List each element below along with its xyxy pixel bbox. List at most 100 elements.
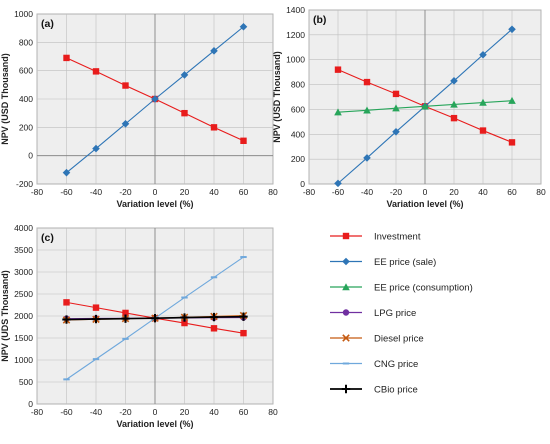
x-tick-label: 60	[239, 187, 249, 197]
data-point	[63, 378, 70, 381]
x-tick-label: 0	[153, 407, 158, 417]
x-tick-label: -20	[119, 407, 132, 417]
data-point	[63, 54, 70, 62]
x-tick-label: -60	[332, 187, 345, 197]
panel-label: (c)	[41, 232, 54, 244]
x-tick-label: -60	[60, 187, 73, 197]
data-point	[210, 124, 218, 131]
series-ee_consumption	[334, 96, 516, 116]
x-tick-label: 80	[268, 187, 278, 197]
data-point	[62, 168, 71, 177]
data-point	[121, 314, 130, 323]
panel-label: (a)	[41, 18, 54, 30]
y-tick-label: 600	[19, 66, 33, 76]
legend-item-ee_consumption: EE price (consumption)	[330, 283, 473, 294]
data-point	[92, 358, 100, 361]
chart-panel-b: -80 -60 -40 -20 0 20 40 60 800200400600800100012…	[272, 5, 546, 209]
legend-label: LPG price	[374, 308, 416, 319]
data-point	[450, 114, 458, 122]
y-tick-label: 500	[19, 377, 33, 387]
y-tick-label: 200	[291, 154, 305, 164]
data-point	[479, 50, 487, 59]
legend-label: EE price (consumption)	[374, 283, 473, 294]
y-tick-label: 1000	[286, 55, 305, 65]
data-point	[363, 106, 371, 114]
x-tick-label: 80	[268, 407, 278, 417]
x-tick-label: 80	[536, 187, 546, 197]
data-point	[508, 96, 516, 104]
x-tick-label: -80	[303, 187, 316, 197]
data-point	[334, 179, 342, 188]
x-tick-label: -40	[90, 407, 103, 417]
legend-marker	[342, 362, 350, 365]
legend-item-investment: Investment	[330, 232, 421, 243]
legend-marker	[342, 232, 350, 240]
x-tick-label: -20	[390, 187, 403, 197]
legend-marker	[342, 309, 350, 316]
x-tick-label: -20	[119, 187, 132, 197]
data-point	[210, 276, 218, 279]
y-tick-label: 1000	[14, 355, 33, 365]
data-point	[334, 66, 342, 73]
x-tick-label: 40	[478, 187, 488, 197]
y-tick-label: 400	[291, 129, 305, 139]
x-tick-label: 20	[449, 187, 459, 197]
data-point	[421, 102, 429, 110]
x-tick-label: 0	[153, 187, 158, 197]
data-point	[479, 98, 487, 106]
x-tick-label: -60	[60, 407, 73, 417]
legend-marker	[342, 257, 350, 266]
y-tick-label: 1400	[286, 5, 305, 15]
data-point	[180, 313, 189, 322]
y-tick-label: 2000	[14, 311, 33, 321]
data-point	[210, 325, 218, 332]
y-tick-label: 800	[19, 37, 33, 47]
chart-panel-c: -80 -60 -40 -20 0 20 40 60 80 0 500 1000 1500 2000 250…	[0, 223, 278, 429]
y-tick-label: 1000	[14, 9, 33, 19]
legend-label: CBio price	[374, 385, 418, 396]
data-point	[240, 256, 247, 259]
y-tick-label: 1200	[286, 30, 305, 40]
chart-panel-a: -80 -60 -40 -20 0 20 40 60 80-200020040060080010…	[0, 9, 278, 209]
legend-item-cng: CNG price	[330, 359, 418, 370]
legend-item-ee_sale: EE price (sale)	[330, 257, 436, 268]
x-axis-title: Variation level (%)	[386, 199, 463, 209]
legend-label: EE price (sale)	[374, 257, 436, 268]
data-point	[91, 314, 101, 324]
data-point	[92, 304, 100, 311]
x-axis-title: Variation level (%)	[116, 199, 193, 209]
panel-label: (b)	[313, 14, 326, 26]
data-point	[151, 95, 159, 103]
legend-marker	[341, 384, 351, 394]
y-tick-label: 400	[19, 94, 33, 104]
series-ee_sale	[62, 22, 248, 177]
data-point	[240, 329, 247, 337]
data-point	[150, 314, 160, 323]
y-axis-title: NPV (USD Thousand)	[272, 51, 282, 143]
series-cbio	[62, 312, 248, 324]
data-point	[450, 77, 458, 85]
data-point	[239, 22, 248, 31]
x-tick-label: 20	[180, 407, 190, 417]
y-axis-title: NPV (UDS Thousand)	[0, 270, 10, 362]
y-tick-label: 3000	[14, 267, 33, 277]
data-point	[210, 47, 218, 55]
y-tick-label: 0	[28, 151, 33, 161]
data-point	[92, 68, 100, 75]
legend: Investment EE price (sale) EE price (consu…	[330, 232, 473, 396]
data-point	[63, 299, 70, 306]
y-tick-label: 800	[291, 80, 305, 90]
data-point	[450, 100, 458, 108]
data-point	[122, 82, 129, 89]
data-point	[334, 108, 342, 116]
data-point	[392, 104, 400, 112]
y-tick-label: -200	[16, 179, 33, 189]
legend-marker	[342, 283, 350, 291]
y-tick-label: 1500	[14, 333, 33, 343]
legend-label: Diesel price	[374, 334, 424, 345]
data-point	[363, 154, 371, 162]
legend-item-diesel: Diesel price	[330, 334, 424, 345]
legend-label: Investment	[374, 232, 421, 243]
data-point	[479, 127, 487, 134]
